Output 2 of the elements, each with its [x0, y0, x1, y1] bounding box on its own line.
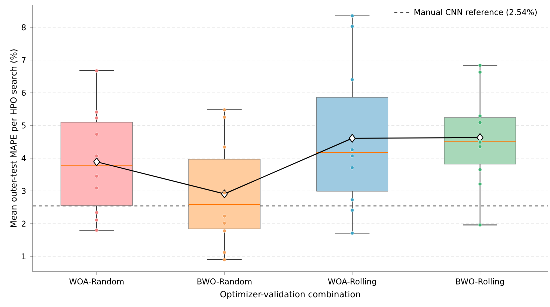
y-axis-title: Mean outer-test MAPE per HPO search (%) — [10, 50, 19, 228]
x-axis-title: Optimizer-validation combination — [220, 291, 360, 300]
